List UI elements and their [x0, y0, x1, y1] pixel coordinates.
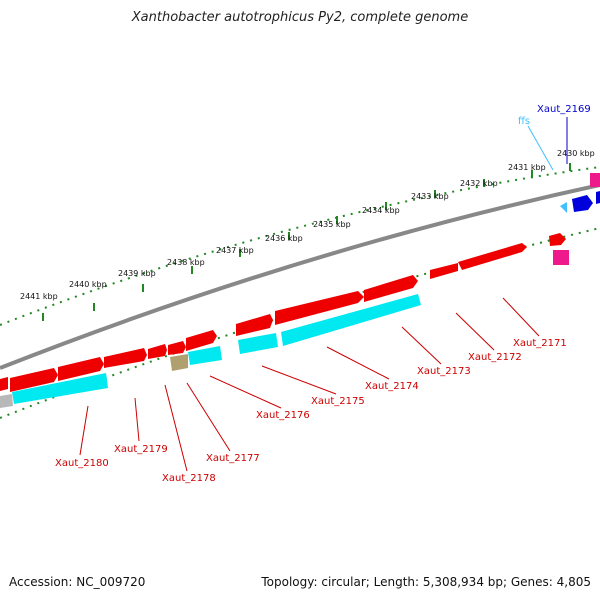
tick-label: 2440 kbp: [69, 280, 107, 289]
gene-label: Xaut_2180: [55, 458, 109, 469]
gene-xaut-2178[interactable]: [148, 344, 167, 359]
gene-label: Xaut_2169: [537, 104, 591, 115]
gene-xaut-2181[interactable]: [10, 368, 58, 392]
gene-xaut-2169[interactable]: [572, 195, 593, 212]
gene-xaut-2175[interactable]: [236, 314, 273, 336]
gene-label: Xaut_2172: [468, 352, 522, 363]
map-title: Xanthobacter autotrophicus Py2, complete…: [131, 10, 469, 25]
gene-xaut-2173[interactable]: [364, 275, 418, 302]
tick-label: 2438 kbp: [167, 258, 205, 267]
accession-text: Accession: NC_009720: [9, 575, 146, 589]
tick-label: 2439 kbp: [118, 269, 156, 278]
genome-backbone: [0, 183, 600, 370]
reverse-genes: [0, 294, 421, 408]
gene-label: Xaut_2177: [206, 453, 260, 464]
gene-label: Xaut_2175: [311, 396, 365, 407]
tick-label: 2431 kbp: [508, 163, 546, 172]
gene-pseudo[interactable]: [170, 354, 188, 371]
gene-grey[interactable]: [0, 394, 13, 408]
gene-label: Xaut_2173: [417, 366, 471, 377]
gene-fragment[interactable]: [0, 377, 8, 391]
tick-label: 2437 kbp: [216, 246, 254, 255]
gene-label: Xaut_2171: [513, 338, 567, 349]
tick-ring-outer: [0, 166, 600, 326]
leader-lines: [79, 117, 568, 472]
gene-cyan-4[interactable]: [12, 373, 108, 404]
tick-label: 2433 kbp: [411, 192, 449, 201]
gene-cyan-3[interactable]: [188, 346, 222, 365]
gene-label: Xaut_2174: [365, 381, 419, 392]
genome-summary-text: Topology: circular; Length: 5,308,934 bp…: [261, 575, 591, 589]
gene-label: ffs: [518, 116, 530, 127]
gene-label: Xaut_2178: [162, 473, 216, 484]
gene-label: Xaut_2176: [256, 410, 310, 421]
gene-blue-edge[interactable]: [596, 191, 600, 204]
rna-feature-top[interactable]: [590, 173, 600, 187]
tick-label: 2441 kbp: [20, 292, 58, 301]
gene-xaut-2176[interactable]: [186, 330, 217, 351]
tick-label: 2436 kbp: [265, 234, 303, 243]
gene-cyan-2[interactable]: [238, 333, 278, 354]
gene-xaut-2180[interactable]: [58, 357, 104, 381]
gene-xaut-2170[interactable]: [549, 233, 566, 246]
tick-label: 2432 kbp: [460, 179, 498, 188]
major-ticks: [42, 163, 571, 321]
gene-xaut-2171[interactable]: [458, 243, 527, 270]
gene-cyan-1[interactable]: [281, 294, 421, 346]
tick-label: 2434 kbp: [362, 206, 400, 215]
tick-label: 2430 kbp: [557, 149, 595, 158]
forward-genes: [0, 233, 566, 392]
tick-label: 2435 kbp: [313, 220, 351, 229]
gene-xaut-2174[interactable]: [275, 291, 364, 325]
rna-feature[interactable]: [553, 250, 569, 265]
ffs-rna[interactable]: [560, 202, 567, 213]
gene-labels: Xaut_2169 ffs Xaut_2171 Xaut_2172 Xaut_2…: [55, 104, 591, 484]
gene-label: Xaut_2179: [114, 444, 168, 455]
gene-xaut-2177[interactable]: [168, 341, 186, 355]
gene-xaut-2179[interactable]: [104, 348, 147, 368]
right-features: [553, 173, 600, 265]
tick-labels: 2430 kbp 2431 kbp 2432 kbp 2433 kbp 2434…: [20, 149, 595, 301]
gene-xaut-2172[interactable]: [430, 263, 458, 279]
